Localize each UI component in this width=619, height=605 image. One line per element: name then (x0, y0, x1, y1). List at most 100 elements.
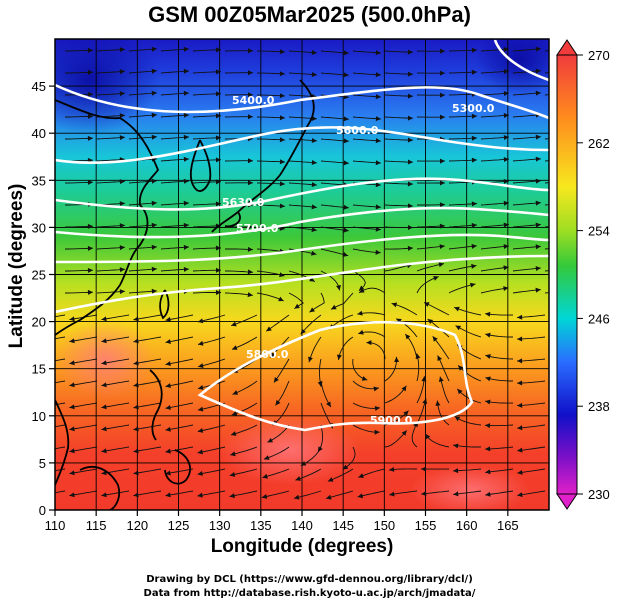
streamline-arrow (183, 112, 189, 118)
streamline-arrow (247, 92, 253, 98)
streamline-arrow (247, 70, 253, 76)
streamline-arrow (407, 159, 413, 165)
streamline-arrow (133, 426, 139, 432)
streamline-arrow (119, 267, 125, 273)
streamline-arrow (407, 115, 413, 121)
streamline-arrow (503, 265, 509, 271)
streamline-arrow (391, 302, 398, 308)
contour-5300-north (55, 83, 549, 120)
contour-label-5800: 5800.0 (246, 348, 289, 361)
streamline-arrow (101, 426, 107, 432)
streamline-arrow (165, 383, 171, 389)
streamline-arrow (358, 473, 364, 478)
streamline-arrow (197, 470, 203, 476)
x-tick-label: 120 (126, 518, 148, 533)
streamline-arrow (165, 316, 171, 322)
colorbar: 270 262 254 246 238 230 (556, 39, 610, 510)
x-tick-label: 140 (291, 518, 313, 533)
contour-5800 (55, 254, 549, 314)
streamline-arrow (358, 285, 365, 291)
streamline-arrow (535, 200, 541, 206)
streamline-arrow (373, 386, 379, 392)
streamline-arrow (311, 160, 317, 166)
streamline-arrow (165, 339, 171, 344)
streamline-arrow (396, 318, 402, 324)
y-axis-label: Latitude (degrees) (6, 183, 27, 349)
streamline-arrow (165, 426, 171, 432)
y-tick-label: 25 (32, 268, 46, 283)
streamline-arrow (279, 71, 285, 77)
streamline-arrow (535, 46, 541, 52)
streamline-arrow (361, 376, 368, 381)
y-axis-ticks: 0 5 10 15 20 25 30 35 40 45 (32, 79, 55, 518)
streamline-arrow (37, 448, 42, 453)
streamline-arrow (183, 46, 189, 52)
streamline-arrow (69, 470, 75, 476)
streamline-arrow (151, 178, 157, 184)
streamline-arrow (485, 376, 491, 382)
streamline-arrow (439, 48, 445, 54)
streamline-arrow (454, 306, 460, 312)
colorbar-bottom-arrow (556, 493, 578, 510)
streamline-arrow (308, 356, 313, 363)
streamline-arrow (421, 491, 427, 497)
streamline-arrow (294, 494, 300, 500)
streamline-arrow (517, 425, 523, 431)
streamline-arrow (279, 115, 285, 121)
streamline-arrow (439, 180, 445, 186)
streamline-arrow (311, 227, 317, 233)
streamline-arrow (439, 223, 445, 229)
streamline-arrow (300, 328, 306, 335)
streamline-arrow (433, 276, 439, 281)
streamline-arrow (133, 448, 139, 454)
streamline-arrow (69, 360, 75, 366)
streamline-arrow (343, 160, 349, 166)
x-tick-label: 135 (250, 518, 272, 533)
contour-label-5900: 5900.0 (370, 414, 413, 427)
streamline-arrow (375, 72, 381, 78)
streamline-arrow (215, 47, 221, 53)
streamline-arrow (375, 160, 381, 166)
streamline-arrow (151, 244, 157, 250)
streamline-arrow (133, 360, 139, 366)
temperature-field (55, 39, 549, 510)
streamline-arrow (87, 135, 93, 141)
streamline-arrow (87, 179, 93, 185)
streamline-arrow (432, 336, 438, 342)
contour-5700 (55, 233, 549, 264)
streamline-arrow (407, 137, 413, 143)
streamline-arrow (485, 311, 491, 317)
streamline-arrow (215, 135, 221, 141)
streamline-arrow (435, 400, 441, 406)
streamline-arrow (279, 181, 285, 187)
streamline-arrow (427, 318, 434, 324)
streamline-arrow (503, 156, 509, 162)
streamline-arrow (279, 272, 285, 278)
x-axis-ticks: 110 115 120 125 130 135 140 145 150 155 160 165 (45, 510, 519, 533)
colorbar-tick-label: 254 (588, 224, 610, 239)
streamline-arrow (485, 491, 491, 497)
coastline-taiwan (159, 289, 170, 320)
streamline-arrow (503, 46, 509, 52)
streamline-arrow (453, 491, 459, 497)
streamline-arrow (215, 201, 221, 207)
streamline-arrow (503, 286, 509, 292)
y-tick-label: 10 (32, 409, 46, 424)
streamline-arrow (485, 399, 491, 405)
streamline-arrow (183, 68, 189, 74)
streamline-arrow (503, 112, 509, 118)
streamline-arrow (407, 181, 413, 187)
y-tick-label: 35 (32, 173, 46, 188)
streamline-arrow (295, 476, 301, 481)
streamline-arrow (517, 402, 523, 408)
streamline-arrow (119, 47, 125, 53)
streamline-arrow (503, 178, 509, 184)
streamline-arrow (183, 200, 189, 206)
streamline-arrow (535, 287, 541, 293)
streamline (55, 336, 66, 340)
streamline-arrow (401, 385, 407, 392)
streamline-arrow (485, 446, 491, 452)
streamline-arrow (517, 492, 523, 498)
streamline-arrow (471, 243, 477, 249)
coastline-borneo (79, 465, 121, 510)
